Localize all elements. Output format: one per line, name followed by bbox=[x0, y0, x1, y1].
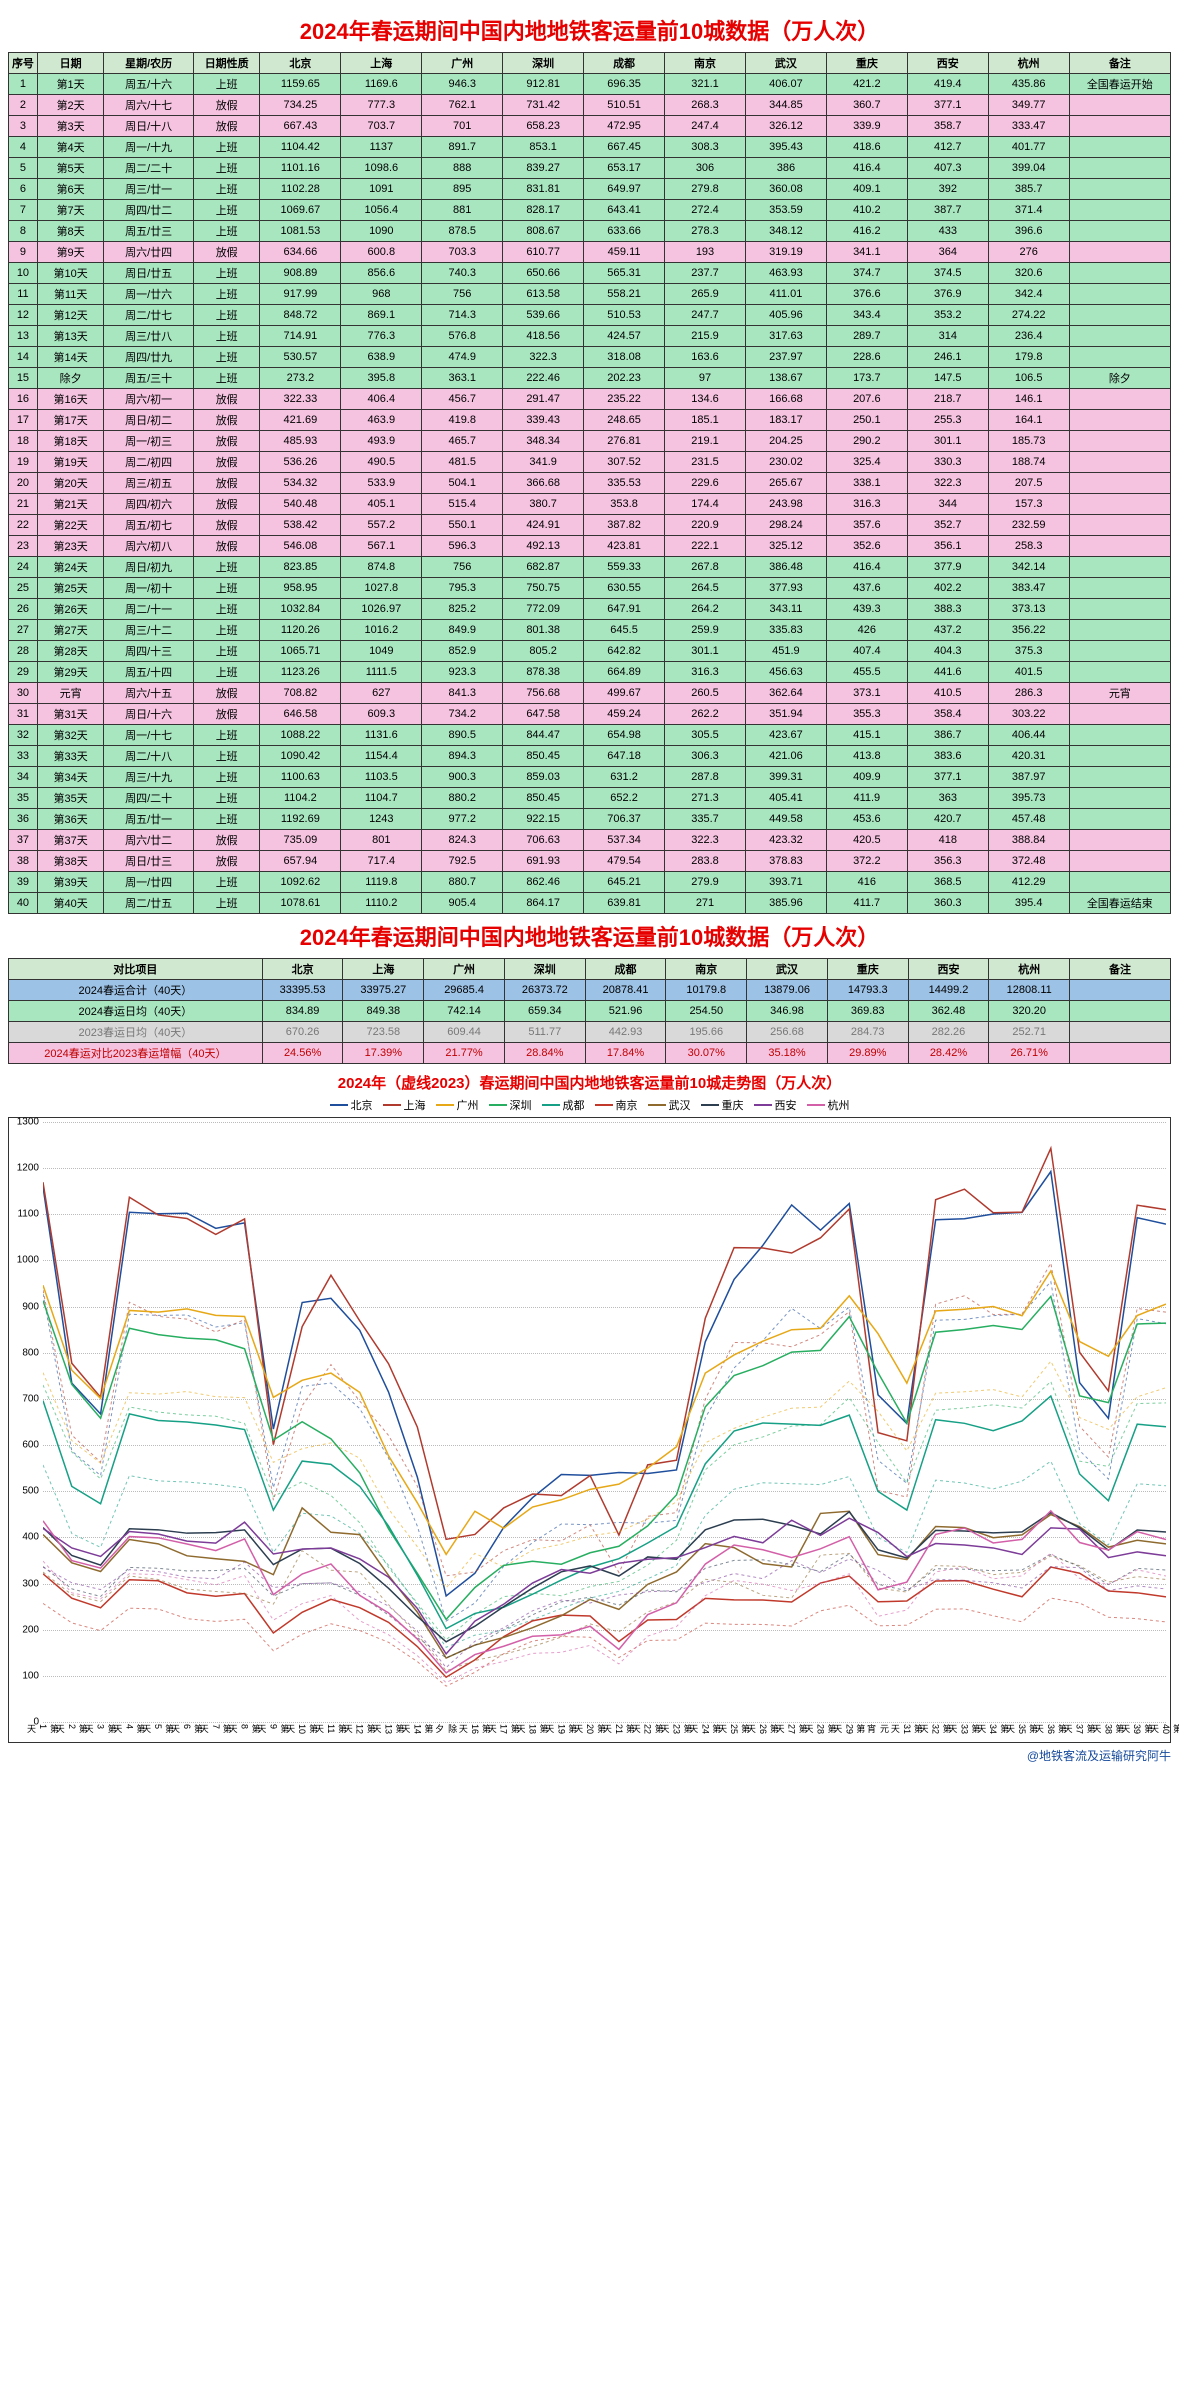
legend-item: 武汉 bbox=[648, 1097, 691, 1113]
table-row: 32第32天周一/十七上班1088.221131.6890.5844.47654… bbox=[9, 725, 1171, 746]
chart-legend: 北京上海广州深圳成都南京武汉重庆西安杭州 bbox=[8, 1097, 1171, 1113]
col-header: 广州 bbox=[422, 53, 503, 74]
y-axis-label: 600 bbox=[22, 1440, 39, 1451]
table-row: 1第1天周五/十六上班1159.651169.6946.3912.81696.3… bbox=[9, 74, 1171, 95]
table-row: 27第27天周三/十二上班1120.261016.2849.9801.38645… bbox=[9, 620, 1171, 641]
table-row: 24第24天周日/初九上班823.85874.8756682.87559.332… bbox=[9, 557, 1171, 578]
table-row: 12第12天周二/廿七上班848.72869.1714.3539.66510.5… bbox=[9, 305, 1171, 326]
legend-item: 北京 bbox=[330, 1097, 373, 1113]
table-row: 5第5天周二/二十上班1101.161098.6888839.27653.173… bbox=[9, 158, 1171, 179]
y-axis-label: 1000 bbox=[17, 1255, 39, 1266]
col-header: 深圳 bbox=[503, 53, 584, 74]
summary-header-row: 对比项目北京上海广州深圳成都南京武汉重庆西安杭州备注 bbox=[9, 959, 1171, 980]
table-row: 14第14天周四/廿九上班530.57638.9474.9322.3318.08… bbox=[9, 347, 1171, 368]
credit-text: @地铁客流及运输研究阿牛 bbox=[8, 1747, 1171, 1764]
table-row: 35第35天周四/二十上班1104.21104.7880.2850.45652.… bbox=[9, 788, 1171, 809]
data-table: 序号日期星期/农历日期性质北京上海广州深圳成都南京武汉重庆西安杭州备注 1第1天… bbox=[8, 52, 1171, 914]
x-axis-label: 第40天 bbox=[1148, 1724, 1179, 1734]
table-row: 9第9天周六/廿四放假634.66600.8703.3610.77459.111… bbox=[9, 242, 1171, 263]
table-row: 29第29天周五/十四上班1123.261111.5923.3878.38664… bbox=[9, 662, 1171, 683]
y-axis-label: 1300 bbox=[17, 1117, 39, 1128]
col-header: 杭州 bbox=[988, 53, 1069, 74]
col-header: 西安 bbox=[907, 53, 988, 74]
table-row: 26第26天周二/十一上班1032.841026.97825.2772.0964… bbox=[9, 599, 1171, 620]
x-axis-label: 第14天 bbox=[399, 1724, 435, 1734]
y-axis-label: 1100 bbox=[17, 1209, 39, 1220]
table-row: 37第37天周六/廿二放假735.09801824.3706.63537.343… bbox=[9, 830, 1171, 851]
table-row: 34第34天周三/十九上班1100.631103.5900.3859.03631… bbox=[9, 767, 1171, 788]
table-row: 4第4天周一/十九上班1104.421137891.7853.1667.4530… bbox=[9, 137, 1171, 158]
col-header: 星期/农历 bbox=[104, 53, 194, 74]
summary-title: 2024年春运期间中国内地地铁客运量前10城数据（万人次） bbox=[8, 920, 1171, 952]
y-axis-label: 800 bbox=[22, 1347, 39, 1358]
table-row: 21第21天周四/初六放假540.48405.1515.4380.7353.81… bbox=[9, 494, 1171, 515]
col-header: 武汉 bbox=[745, 53, 826, 74]
table-row: 22第22天周五/初七放假538.42557.2550.1424.91387.8… bbox=[9, 515, 1171, 536]
y-axis-label: 400 bbox=[22, 1532, 39, 1543]
legend-item: 深圳 bbox=[489, 1097, 532, 1113]
table-row: 11第11天周一/廿六上班917.99968756613.58558.21265… bbox=[9, 284, 1171, 305]
table-row: 19第19天周二/初四放假536.26490.5481.5341.9307.52… bbox=[9, 452, 1171, 473]
table-header-row: 序号日期星期/农历日期性质北京上海广州深圳成都南京武汉重庆西安杭州备注 bbox=[9, 53, 1171, 74]
line-chart: 0100200300400500600700800900100011001200… bbox=[8, 1117, 1171, 1743]
table-row: 23第23天周六/初八放假546.08567.1596.3492.13423.8… bbox=[9, 536, 1171, 557]
table-row: 36第36天周五/廿一上班1192.691243977.2922.15706.3… bbox=[9, 809, 1171, 830]
y-axis-label: 1200 bbox=[17, 1163, 39, 1174]
table-row: 8第8天周五/廿三上班1081.531090878.5808.67633.662… bbox=[9, 221, 1171, 242]
summary-table: 对比项目北京上海广州深圳成都南京武汉重庆西安杭州备注 2024春运合计（40天）… bbox=[8, 958, 1171, 1064]
col-header: 北京 bbox=[260, 53, 341, 74]
table-row: 20第20天周三/初五放假534.32533.9504.1366.68335.5… bbox=[9, 473, 1171, 494]
chart-title: 2024年（虚线2023）春运期间中国内地地铁客运量前10城走势图（万人次） bbox=[8, 1072, 1171, 1093]
table-row: 13第13天周三/廿八上班714.91776.3576.8418.56424.5… bbox=[9, 326, 1171, 347]
y-axis-label: 900 bbox=[22, 1301, 39, 1312]
table-row: 7第7天周四/廿二上班1069.671056.4881828.17643.412… bbox=[9, 200, 1171, 221]
x-axis-label: 除夕 bbox=[433, 1724, 459, 1733]
y-axis-label: 300 bbox=[22, 1578, 39, 1589]
table-row: 30元宵周六/十五放假708.82627841.3756.68499.67260… bbox=[9, 683, 1171, 704]
legend-item: 成都 bbox=[542, 1097, 585, 1113]
table-row: 2第2天周六/十七放假734.25777.3762.1731.42510.512… bbox=[9, 95, 1171, 116]
table-row: 10第10天周日/廿五上班908.89856.6740.3650.66565.3… bbox=[9, 263, 1171, 284]
table-row: 17第17天周日/初二放假421.69463.9419.8339.43248.6… bbox=[9, 410, 1171, 431]
col-header: 备注 bbox=[1069, 53, 1170, 74]
legend-item: 南京 bbox=[595, 1097, 638, 1113]
table-row: 3第3天周日/十八放假667.43703.7701658.23472.95247… bbox=[9, 116, 1171, 137]
summary-row: 2024春运日均（40天）834.89849.38742.14659.34521… bbox=[9, 1001, 1171, 1022]
table-row: 18第18天周一/初三放假485.93493.9465.7348.34276.8… bbox=[9, 431, 1171, 452]
table-row: 31第31天周日/十六放假646.58609.3734.2647.58459.2… bbox=[9, 704, 1171, 725]
summary-row: 2023春运日均（40天）670.26723.58609.44511.77442… bbox=[9, 1022, 1171, 1043]
x-axis-label: 元宵 bbox=[865, 1724, 891, 1733]
main-title: 2024年春运期间中国内地地铁客运量前10城数据（万人次） bbox=[8, 14, 1171, 46]
table-row: 40第40天周二/廿五上班1078.611110.2905.4864.17639… bbox=[9, 893, 1171, 914]
col-header: 南京 bbox=[665, 53, 746, 74]
legend-item: 杭州 bbox=[807, 1097, 850, 1113]
col-header: 日期性质 bbox=[193, 53, 259, 74]
y-axis-label: 700 bbox=[22, 1393, 39, 1404]
table-row: 15除夕周五/三十上班273.2395.8363.1222.46202.2397… bbox=[9, 368, 1171, 389]
table-row: 28第28天周四/十三上班1065.711049852.9805.2642.82… bbox=[9, 641, 1171, 662]
col-header: 日期 bbox=[37, 53, 103, 74]
legend-item: 重庆 bbox=[701, 1097, 744, 1113]
table-row: 25第25天周一/初十上班958.951027.8795.3750.75630.… bbox=[9, 578, 1171, 599]
table-row: 16第16天周六/初一放假322.33406.4456.7291.47235.2… bbox=[9, 389, 1171, 410]
legend-item: 西安 bbox=[754, 1097, 797, 1113]
y-axis-label: 500 bbox=[22, 1486, 39, 1497]
summary-row: 2024春运对比2023春运增幅（40天）24.56%17.39%21.77%2… bbox=[9, 1043, 1171, 1064]
table-row: 39第39天周一/廿四上班1092.621119.8880.7862.46645… bbox=[9, 872, 1171, 893]
table-row: 33第33天周二/十八上班1090.421154.4894.3850.45647… bbox=[9, 746, 1171, 767]
legend-item: 广州 bbox=[436, 1097, 479, 1113]
col-header: 序号 bbox=[9, 53, 38, 74]
x-axis-label: 第29天 bbox=[831, 1724, 867, 1734]
legend-item: 上海 bbox=[383, 1097, 426, 1113]
col-header: 成都 bbox=[584, 53, 665, 74]
col-header: 重庆 bbox=[826, 53, 907, 74]
summary-row: 2024春运合计（40天）33395.5333975.2729685.42637… bbox=[9, 980, 1171, 1001]
y-axis-label: 100 bbox=[22, 1670, 39, 1681]
table-row: 6第6天周三/廿一上班1102.281091895831.81649.97279… bbox=[9, 179, 1171, 200]
col-header: 上海 bbox=[341, 53, 422, 74]
y-axis-label: 200 bbox=[22, 1624, 39, 1635]
table-row: 38第38天周日/廿三放假657.94717.4792.5691.93479.5… bbox=[9, 851, 1171, 872]
